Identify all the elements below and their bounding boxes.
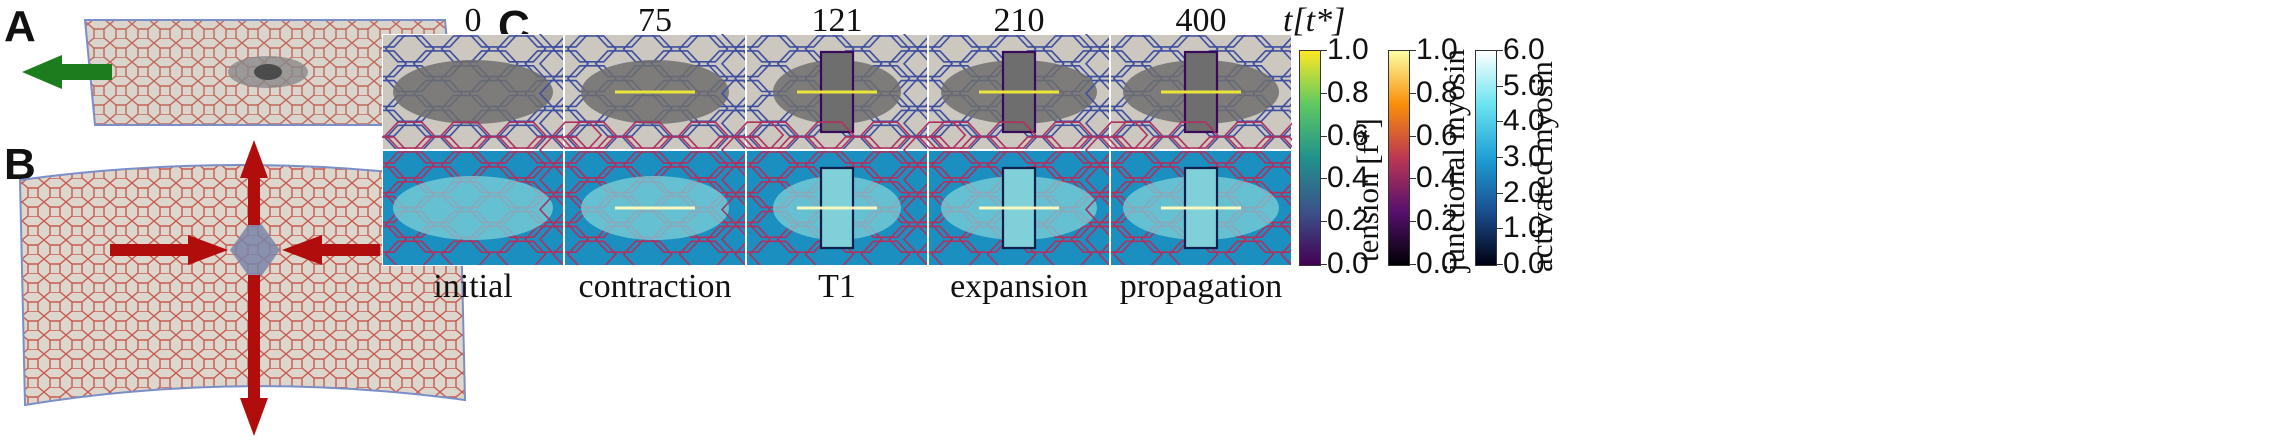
activated-myosin-colorbar xyxy=(1475,50,1497,266)
sim-panel-tension-3 xyxy=(902,34,1149,152)
colorbar-tick-mark xyxy=(1321,264,1327,265)
colorbar-tick-label: 0.8 xyxy=(1416,75,1458,109)
colorbar-tick-label: 3.0 xyxy=(1503,140,1545,173)
colorbar-tick-mark xyxy=(1321,178,1327,180)
colorbar-tick-label: 0.2 xyxy=(1416,204,1458,238)
simulation-grid xyxy=(382,34,1292,266)
colorbar-tick-label: 6.0 xyxy=(1503,33,1545,66)
sim-panel-myosin-1 xyxy=(538,121,785,266)
colorbar-tick-mark xyxy=(1497,50,1503,51)
arrow-left-icon xyxy=(22,55,112,89)
stage-label-propagation: propagation xyxy=(1119,268,1283,305)
arrow-inward-right-icon xyxy=(282,235,380,265)
colorbar-tick-label: 4.0 xyxy=(1503,104,1545,138)
sim-panel-tension-4 xyxy=(1084,34,1292,152)
colorbar-tick-label: 0.0 xyxy=(1327,247,1369,280)
colorbar-tick-label: 1.0 xyxy=(1416,33,1458,66)
arrow-down-icon xyxy=(240,275,268,436)
colorbar-tick-mark xyxy=(1497,228,1503,230)
time-label-0: 0 xyxy=(464,2,482,39)
colorbar-tick-label: 5.0 xyxy=(1503,68,1545,102)
stage-label-t1: T1 xyxy=(818,268,856,305)
colorbar-tick-label: 0.0 xyxy=(1416,247,1458,280)
colorbar-tick-label: 2.0 xyxy=(1503,175,1545,209)
panel-a-label: A xyxy=(4,2,36,51)
colorbar-tick-mark xyxy=(1497,192,1503,194)
colorbar-tick-label: 0.0 xyxy=(1503,247,1545,280)
colorbar-tick-mark xyxy=(1410,264,1416,265)
colorbar-tick-mark xyxy=(1410,50,1416,51)
sim-panel-myosin-4 xyxy=(1084,121,1292,266)
colorbar-tick-label: 0.6 xyxy=(1327,118,1369,152)
arrow-inward-left-icon xyxy=(110,235,228,265)
colorbar-tick-mark xyxy=(1410,135,1416,137)
tension-colorbar xyxy=(1299,50,1321,266)
colorbar-tick-mark xyxy=(1410,221,1416,223)
stage-label-expansion: expansion xyxy=(950,268,1088,305)
sim-panel-myosin-2 xyxy=(720,121,967,266)
colorbar-tick-mark xyxy=(1497,264,1503,265)
colorbar-tick-label: 0.4 xyxy=(1416,161,1458,195)
sim-panel-myosin-3 xyxy=(902,121,1149,266)
time-label-3: 210 xyxy=(993,2,1045,39)
colorbar-tick-label: 1.0 xyxy=(1503,211,1545,245)
arrow-up-icon xyxy=(240,140,268,225)
time-label-2: 121 xyxy=(811,2,863,39)
colorbar-tick-mark xyxy=(1410,178,1416,180)
junctional-myosin-colorbar xyxy=(1388,50,1410,266)
stage-label-initial: initial xyxy=(433,268,513,305)
colorbar-tick-mark xyxy=(1497,85,1503,87)
time-unit-label: t[t*] xyxy=(1283,2,1346,39)
colorbar-tick-mark xyxy=(1410,92,1416,94)
colorbar-tick-label: 1.0 xyxy=(1327,33,1369,66)
time-label-1: 75 xyxy=(638,2,672,39)
colorbar-tick-mark xyxy=(1321,92,1327,94)
colorbar-tick-label: 0.6 xyxy=(1416,118,1458,152)
colorbar-tick-mark xyxy=(1497,121,1503,123)
colorbar-tick-mark xyxy=(1321,135,1327,137)
colorbar-tick-label: 0.2 xyxy=(1327,204,1369,238)
panel-b-tissue xyxy=(18,140,467,436)
time-label-4: 400 xyxy=(1175,2,1227,39)
colorbar-tick-mark xyxy=(1321,50,1327,51)
colorbar-tick-label: 0.8 xyxy=(1327,75,1369,109)
colorbar-tick-mark xyxy=(1497,157,1503,158)
colorbar-tick-label: 0.4 xyxy=(1327,161,1369,195)
colorbar-tick-mark xyxy=(1321,221,1327,223)
stage-label-contraction: contraction xyxy=(578,268,732,305)
